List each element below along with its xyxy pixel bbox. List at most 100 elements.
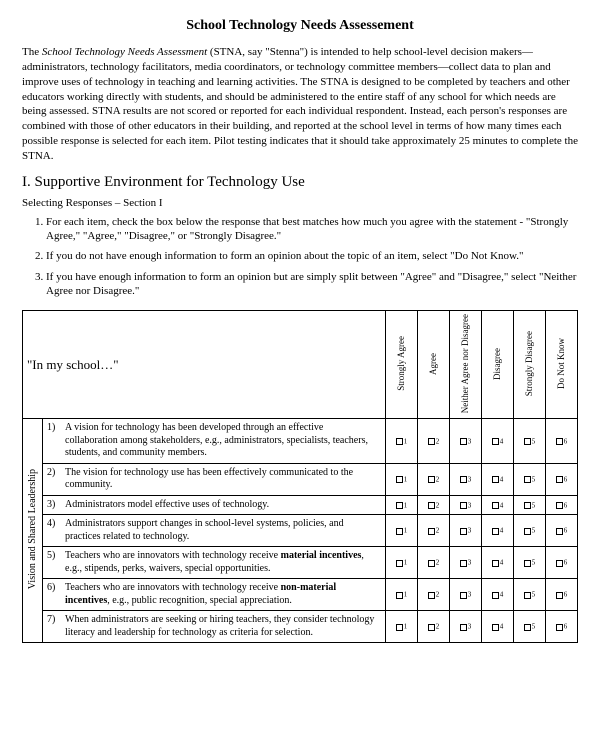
option-cell[interactable]: 3 (450, 611, 482, 643)
checkbox-icon[interactable] (524, 592, 531, 599)
checkbox-icon[interactable] (524, 560, 531, 567)
option-cell[interactable]: 2 (418, 611, 450, 643)
item-cell: 5)Teachers who are innovators with techn… (43, 547, 386, 579)
option-cell[interactable]: 4 (482, 547, 514, 579)
checkbox-icon[interactable] (396, 476, 403, 483)
item-cell: 4)Administrators support changes in scho… (43, 515, 386, 547)
checkbox-icon[interactable] (492, 528, 499, 535)
option-cell[interactable]: 3 (450, 419, 482, 464)
section-heading: I. Supportive Environment for Technology… (22, 174, 578, 191)
checkbox-icon[interactable] (492, 624, 499, 631)
option-cell[interactable]: 2 (418, 463, 450, 495)
option-cell[interactable]: 1 (386, 611, 418, 643)
checkbox-icon[interactable] (460, 592, 467, 599)
checkbox-icon[interactable] (460, 528, 467, 535)
option-cell[interactable]: 2 (418, 547, 450, 579)
checkbox-icon[interactable] (556, 624, 563, 631)
checkbox-icon[interactable] (460, 624, 467, 631)
option-cell[interactable]: 6 (546, 495, 578, 515)
option-cell[interactable]: 6 (546, 463, 578, 495)
checkbox-icon[interactable] (492, 502, 499, 509)
option-cell[interactable]: 1 (386, 579, 418, 611)
checkbox-icon[interactable] (460, 438, 467, 445)
checkbox-icon[interactable] (428, 476, 435, 483)
table-row: 7)When administrators are seeking or hir… (23, 611, 578, 643)
option-cell[interactable]: 6 (546, 611, 578, 643)
option-cell[interactable]: 6 (546, 419, 578, 464)
checkbox-icon[interactable] (556, 528, 563, 535)
option-cell[interactable]: 2 (418, 515, 450, 547)
checkbox-icon[interactable] (428, 592, 435, 599)
table-row: 2)The vision for technology use has been… (23, 463, 578, 495)
item-cell: 7)When administrators are seeking or hir… (43, 611, 386, 643)
option-cell[interactable]: 2 (418, 579, 450, 611)
checkbox-icon[interactable] (460, 560, 467, 567)
option-cell[interactable]: 1 (386, 463, 418, 495)
checkbox-icon[interactable] (524, 438, 531, 445)
option-cell[interactable]: 5 (514, 463, 546, 495)
option-cell[interactable]: 1 (386, 495, 418, 515)
checkbox-icon[interactable] (460, 476, 467, 483)
option-cell[interactable]: 3 (450, 495, 482, 515)
col-strongly-agree: Strongly Agree (386, 311, 418, 419)
option-cell[interactable]: 5 (514, 515, 546, 547)
checkbox-icon[interactable] (492, 592, 499, 599)
table-row: 3)Administrators model effective uses of… (23, 495, 578, 515)
checkbox-icon[interactable] (492, 438, 499, 445)
option-cell[interactable]: 2 (418, 419, 450, 464)
item-cell: 2)The vision for technology use has been… (43, 463, 386, 495)
checkbox-icon[interactable] (524, 528, 531, 535)
option-cell[interactable]: 4 (482, 515, 514, 547)
checkbox-icon[interactable] (428, 624, 435, 631)
item-cell: 1)A vision for technology has been devel… (43, 419, 386, 464)
option-cell[interactable]: 6 (546, 547, 578, 579)
checkbox-icon[interactable] (396, 528, 403, 535)
checkbox-icon[interactable] (396, 592, 403, 599)
col-neither: Neither Agree nor Disagree (450, 311, 482, 419)
option-cell[interactable]: 4 (482, 495, 514, 515)
checkbox-icon[interactable] (396, 624, 403, 631)
option-cell[interactable]: 5 (514, 547, 546, 579)
option-cell[interactable]: 2 (418, 495, 450, 515)
instruction-item: If you have enough information to form a… (46, 270, 578, 299)
checkbox-icon[interactable] (396, 560, 403, 567)
checkbox-icon[interactable] (524, 502, 531, 509)
option-cell[interactable]: 4 (482, 463, 514, 495)
checkbox-icon[interactable] (428, 438, 435, 445)
checkbox-icon[interactable] (396, 438, 403, 445)
option-cell[interactable]: 6 (546, 579, 578, 611)
option-cell[interactable]: 1 (386, 515, 418, 547)
checkbox-icon[interactable] (428, 528, 435, 535)
option-cell[interactable]: 4 (482, 611, 514, 643)
checkbox-icon[interactable] (460, 502, 467, 509)
checkbox-icon[interactable] (556, 438, 563, 445)
checkbox-icon[interactable] (492, 476, 499, 483)
option-cell[interactable]: 3 (450, 579, 482, 611)
checkbox-icon[interactable] (556, 560, 563, 567)
category-cell: Vision and Shared Leadership (23, 419, 43, 643)
option-cell[interactable]: 5 (514, 419, 546, 464)
checkbox-icon[interactable] (428, 560, 435, 567)
option-cell[interactable]: 5 (514, 495, 546, 515)
option-cell[interactable]: 3 (450, 515, 482, 547)
option-cell[interactable]: 3 (450, 547, 482, 579)
option-cell[interactable]: 5 (514, 611, 546, 643)
checkbox-icon[interactable] (524, 476, 531, 483)
option-cell[interactable]: 5 (514, 579, 546, 611)
option-cell[interactable]: 4 (482, 419, 514, 464)
checkbox-icon[interactable] (556, 476, 563, 483)
option-cell[interactable]: 1 (386, 419, 418, 464)
table-row: 5)Teachers who are innovators with techn… (23, 547, 578, 579)
option-cell[interactable]: 4 (482, 579, 514, 611)
option-cell[interactable]: 1 (386, 547, 418, 579)
option-cell[interactable]: 6 (546, 515, 578, 547)
checkbox-icon[interactable] (396, 502, 403, 509)
item-cell: 3)Administrators model effective uses of… (43, 495, 386, 515)
checkbox-icon[interactable] (492, 560, 499, 567)
option-cell[interactable]: 3 (450, 463, 482, 495)
checkbox-icon[interactable] (428, 502, 435, 509)
checkbox-icon[interactable] (556, 592, 563, 599)
prompt-header: "In my school…" (23, 311, 386, 419)
checkbox-icon[interactable] (524, 624, 531, 631)
checkbox-icon[interactable] (556, 502, 563, 509)
